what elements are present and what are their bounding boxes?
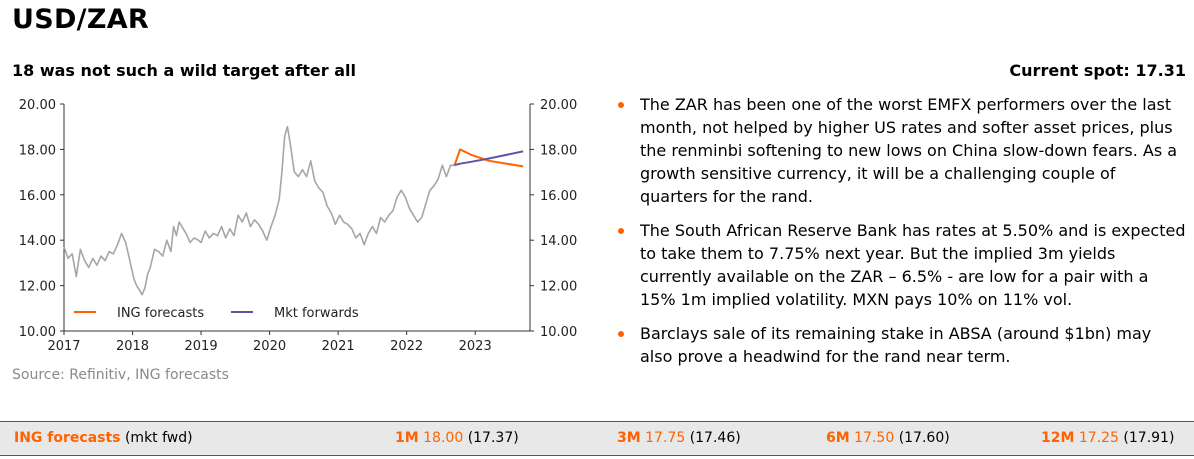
forecast-horizon: 6M: [826, 430, 850, 446]
commentary-text: The ZAR has been one of the worst EMFX p…: [640, 95, 1178, 206]
forecast-bar-label-rest: (mkt fwd): [120, 430, 193, 446]
x-tick-label: 2023: [459, 339, 492, 354]
bullet-icon: [618, 228, 624, 234]
y-tick-label-left: 12.00: [19, 280, 56, 295]
commentary-item: Barclays sale of its remaining stake in …: [614, 322, 1186, 368]
y-tick-label-left: 16.00: [19, 189, 56, 204]
forecast-bar: ING forecasts (mkt fwd) 1M 18.00 (17.37)…: [0, 421, 1194, 456]
forecast-horizon: 1M: [395, 430, 419, 446]
y-tick-label-right: 14.00: [540, 234, 577, 249]
chart-subtitle: 18 was not such a wild target after all: [12, 61, 356, 80]
bullet-icon: [618, 102, 624, 108]
forecast-item-1m: 1M 18.00 (17.37): [395, 430, 519, 446]
x-tick-label: 2017: [47, 339, 80, 354]
y-tick-label-right: 20.00: [540, 98, 577, 113]
y-tick-label-right: 12.00: [540, 280, 577, 295]
forecast-value: 17.75: [645, 430, 686, 446]
x-tick-label: 2018: [116, 339, 149, 354]
y-tick-label-right: 16.00: [540, 189, 577, 204]
commentary-item: The South African Reserve Bank has rates…: [614, 219, 1186, 311]
forecast-horizon: 3M: [617, 430, 641, 446]
forecast-bar-label: ING forecasts (mkt fwd): [14, 430, 193, 446]
forecast-horizon: 12M: [1041, 430, 1075, 446]
x-tick-label: 2020: [253, 339, 286, 354]
page-title: USD/ZAR: [12, 4, 150, 35]
forecast-value: 18.00: [423, 430, 464, 446]
forecast-fwd: (17.37): [467, 430, 519, 446]
y-tick-label-left: 10.00: [19, 325, 56, 340]
y-tick-label-right: 18.00: [540, 143, 577, 158]
forecast-fwd: (17.91): [1123, 430, 1175, 446]
spot-series-line: [63, 125, 455, 296]
x-tick-label: 2021: [322, 339, 355, 354]
usdzar-chart: 10.00 10.00 12.00 12.00 14.00 14.00 16.00 16.00…: [19, 98, 577, 354]
legend-label: ING forecasts: [117, 306, 204, 321]
mkt-forward-line: [454, 150, 524, 167]
y-tick-label-left: 14.00: [19, 234, 56, 249]
forecast-value: 17.50: [854, 430, 895, 446]
x-tick-label: 2022: [390, 339, 423, 354]
ing-forecast-line: [453, 148, 524, 168]
commentary-item: The ZAR has been one of the worst EMFX p…: [614, 93, 1186, 208]
current-spot: Current spot: 17.31: [1009, 61, 1186, 80]
forecast-fwd: (17.60): [898, 430, 950, 446]
x-tick-label: 2019: [185, 339, 218, 354]
legend-label: Mkt forwards: [274, 306, 359, 321]
forecast-item-12m: 12M 17.25 (17.91): [1041, 430, 1174, 446]
commentary-list: The ZAR has been one of the worst EMFX p…: [614, 93, 1186, 379]
forecast-bar-label-bold: ING forecasts: [14, 430, 121, 446]
forecast-fwd: (17.46): [689, 430, 741, 446]
y-tick-label-right: 10.00: [540, 325, 577, 340]
y-tick-label-left: 20.00: [19, 98, 56, 113]
commentary-text: Barclays sale of its remaining stake in …: [640, 324, 1152, 366]
forecast-item-3m: 3M 17.75 (17.46): [617, 430, 741, 446]
bullet-icon: [618, 331, 624, 337]
forecast-item-6m: 6M 17.50 (17.60): [826, 430, 950, 446]
chart-source: Source: Refinitiv, ING forecasts: [12, 367, 229, 383]
commentary-text: The South African Reserve Bank has rates…: [640, 221, 1186, 309]
forecast-value: 17.25: [1078, 430, 1119, 446]
y-tick-label-left: 18.00: [19, 143, 56, 158]
